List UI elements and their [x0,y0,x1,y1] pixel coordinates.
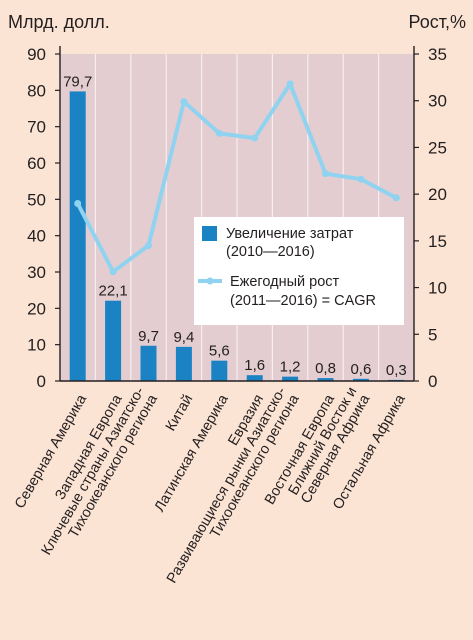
legend-box [194,217,404,325]
cagr-point [392,194,400,202]
axes: 0 10 20 30 40 50 60 70 80 90 0 5 10 15 20 25 30 35 [27,45,447,391]
left-tick-label: 80 [27,81,46,100]
right-axis-title: Рост,% [409,12,466,32]
left-tick-label: 10 [27,336,46,355]
bar-value-label: 0,8 [315,360,336,377]
left-tick-label: 40 [27,227,46,246]
cagr-point [145,242,152,250]
legend: Увеличение затрат (2010—2016) Ежегодный … [194,217,404,325]
bar [211,360,228,381]
left-tick-label: 60 [27,154,46,173]
cagr-point [180,98,188,106]
right-tick-label: 10 [428,279,447,298]
left-axis-title: Млрд. долл. [8,12,110,32]
legend-bar-label-1: Увеличение затрат [226,226,354,242]
left-tick-label: 50 [27,190,46,209]
line-series [74,80,400,276]
bar-value-label: 22,1 [98,283,127,300]
cagr-point [286,80,294,88]
bar [352,378,369,381]
right-tick-label: 20 [428,185,447,204]
legend-bar-swatch [202,226,217,241]
bar [69,91,86,381]
bar [175,346,192,381]
left-tick-label: 30 [27,263,46,282]
bar-value-label: 1,2 [280,359,301,376]
left-tick-label: 20 [27,299,46,318]
bar-series: 79,7 22,1 9,7 9,4 5,6 1,6 1,2 0,8 0,6 0,3 [63,73,407,381]
bar [317,378,334,381]
bar-value-label: 0,6 [350,361,371,378]
right-tick-label: 25 [428,138,447,157]
cagr-point [109,268,117,276]
bar [140,345,157,381]
bar-value-label: 1,6 [244,357,265,374]
right-tick-label: 30 [428,92,447,111]
right-tick-label: 35 [428,45,447,64]
right-tick-label: 15 [428,232,447,251]
legend-line-label-2: (2011—2016) = CAGR [230,293,376,309]
left-tick-label: 90 [27,45,46,64]
bar-value-label: 9,7 [138,328,159,345]
bar-value-label: 79,7 [63,73,92,90]
right-tick-label: 5 [428,325,437,344]
bar-value-label: 5,6 [209,343,230,360]
cagr-point [322,170,329,178]
cagr-line [75,81,398,274]
legend-line-marker [206,277,214,285]
bar-value-label: 0,3 [386,362,407,379]
left-tick-label: 70 [27,118,46,137]
bar [105,300,122,381]
bar-value-label: 9,4 [173,329,194,346]
legend-bar-label-2: (2010—2016) [226,244,315,260]
bar [282,376,299,381]
cagr-point [357,175,365,183]
left-tick-label: 0 [37,372,46,391]
legend-line-label-1: Ежегодный рост [230,274,340,290]
cagr-point [74,199,82,207]
right-tick-label: 0 [428,372,437,391]
bar [246,375,263,381]
cagr-point [251,134,259,142]
cagr-point [215,129,223,137]
